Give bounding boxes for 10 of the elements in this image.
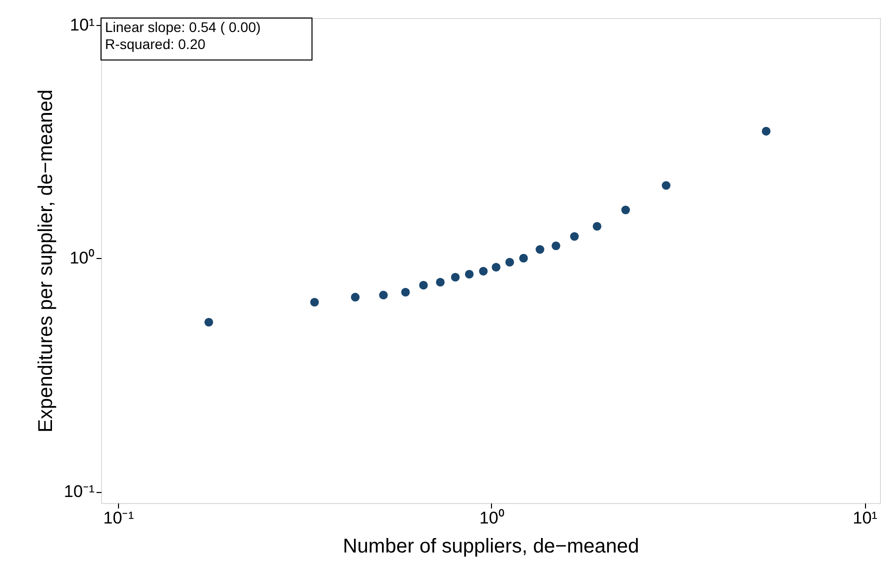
y-axis-title: Expenditures per supplier, de−meaned: [34, 89, 57, 433]
y-tick-label: 10¹: [70, 15, 95, 34]
x-tick-label: 10⁰: [479, 508, 504, 528]
annotation: Linear slope: 0.54 ( 0.00): [105, 19, 261, 35]
x-tick-label: 10¹: [852, 508, 878, 528]
y-tick-label: 10⁻¹: [64, 482, 95, 502]
x-tick-label: 10⁻¹: [103, 508, 134, 528]
annotation: R-squared: 0.20: [105, 36, 206, 52]
y-tick-label: 10⁰: [70, 248, 94, 268]
x-axis-title: Number of suppliers, de−meaned: [342, 536, 640, 558]
